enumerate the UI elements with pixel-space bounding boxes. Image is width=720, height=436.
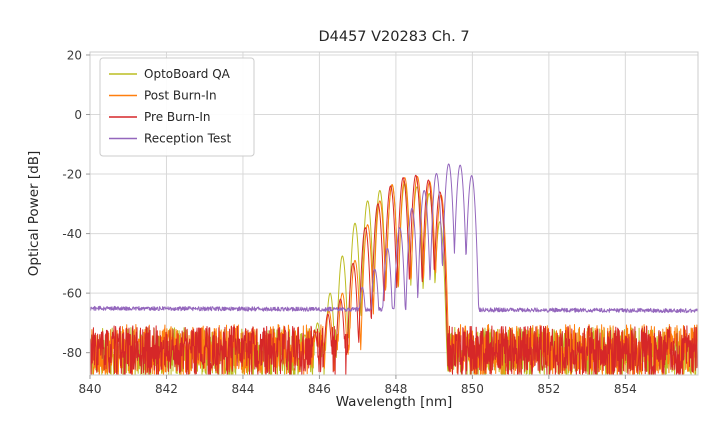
plot-frame	[89, 51, 699, 376]
series-line-pre-burn-in	[90, 174, 698, 375]
x-tick-label: 840	[79, 382, 102, 396]
x-tick-label: 854	[614, 382, 637, 396]
x-tick-label: 844	[232, 382, 255, 396]
legend-item-optoboard-qa: OptoBoard QA	[109, 67, 231, 81]
legend: OptoBoard QA Post Burn-In Pre Burn-In Recep…	[99, 57, 255, 157]
y-axis-label: Optical Power [dB]	[26, 151, 42, 276]
y-tick-label: -20	[62, 168, 82, 182]
y-tick-label: -40	[62, 227, 82, 241]
legend-label: Post Burn-In	[144, 89, 217, 103]
legend-label: Reception Test	[144, 132, 232, 146]
series-lines	[90, 163, 698, 375]
legend-item-pre-burn-in: Pre Burn-In	[109, 110, 211, 124]
legend-item-reception-test: Reception Test	[109, 132, 232, 146]
series-line-reception-test	[90, 163, 698, 314]
legend-box	[99, 57, 255, 157]
x-tick-label: 846	[308, 382, 331, 396]
legend-label: Pre Burn-In	[144, 110, 211, 124]
series-line-post-burn-in	[90, 175, 698, 375]
x-tick-label: 842	[155, 382, 178, 396]
x-tick-label: 850	[461, 382, 484, 396]
y-tick-label: 0	[74, 108, 82, 122]
legend-item-post-burn-in: Post Burn-In	[109, 89, 217, 103]
x-tick-label: 852	[537, 382, 560, 396]
axis-ticks: 840 842 844 846 848 850 852 854 20 0 -20 -40 -60 -80	[62, 48, 636, 396]
legend-label: OptoBoard QA	[144, 67, 231, 81]
x-axis-label: Wavelength [nm]	[336, 394, 453, 410]
y-tick-label: 20	[67, 48, 82, 62]
x-tick-label: 848	[384, 382, 407, 396]
y-tick-label: -80	[62, 346, 82, 360]
y-tick-label: -60	[62, 287, 82, 301]
chart-title: D4457 V20283 Ch. 7	[318, 29, 469, 45]
